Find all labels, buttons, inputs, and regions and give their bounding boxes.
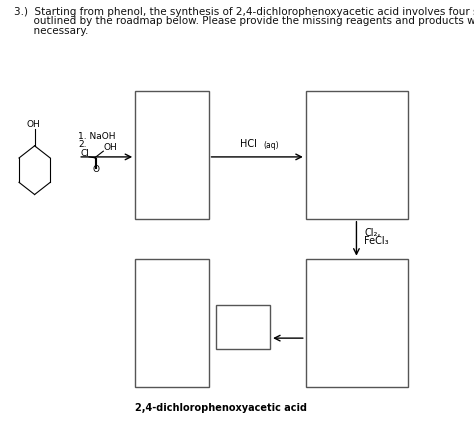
Text: FeCl₃: FeCl₃ (364, 236, 389, 246)
Text: HCl: HCl (240, 138, 257, 149)
Text: 1. NaOH: 1. NaOH (78, 132, 116, 141)
Text: 3.)  Starting from phenol, the synthesis of 2,4-dichlorophenoxyacetic acid invol: 3.) Starting from phenol, the synthesis … (14, 7, 474, 17)
Text: O: O (93, 165, 100, 174)
Bar (306, 259, 408, 387)
Text: outlined by the roadmap below. Please provide the missing reagents and products : outlined by the roadmap below. Please pr… (14, 16, 474, 27)
Bar (216, 305, 270, 349)
Bar (135, 259, 209, 387)
Text: necessary.: necessary. (14, 26, 89, 36)
Text: OH: OH (103, 143, 117, 152)
Text: OH: OH (26, 120, 40, 129)
Text: (aq): (aq) (263, 141, 279, 150)
Text: Cl: Cl (81, 149, 90, 158)
Text: 2,4-dichlorophenoxyacetic acid: 2,4-dichlorophenoxyacetic acid (135, 403, 307, 413)
Text: Cl₂,: Cl₂, (364, 228, 381, 238)
Bar (135, 91, 209, 219)
Text: 2.: 2. (78, 140, 87, 149)
Bar (306, 91, 408, 219)
